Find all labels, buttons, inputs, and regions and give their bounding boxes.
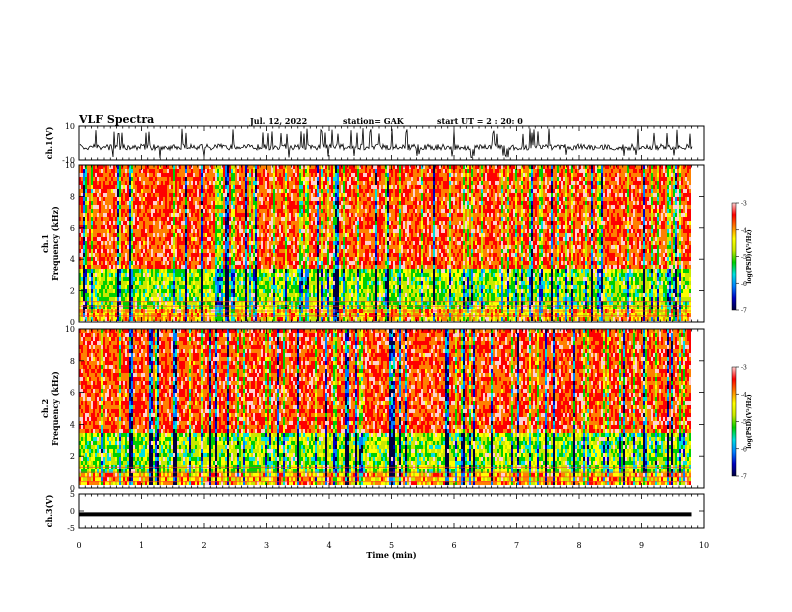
y-tick-label: 6: [70, 389, 75, 398]
panel-frame: [78, 493, 705, 529]
y-axis-label: Frequency (kHz): [50, 206, 60, 281]
y-axis-label: ch.3(V): [44, 494, 54, 527]
x-tick-label: 5: [389, 541, 394, 550]
colorbar-tick-label: -4: [741, 392, 747, 399]
start-time-label: start UT = 2 : 20: 0: [437, 116, 523, 126]
x-tick-label: 8: [576, 541, 581, 550]
colorbar-ch1: -3 -4 -5 -6 -7 log(PSD)(V²/Hz): [731, 201, 753, 315]
y-axis-label: Frequency (kHz): [50, 371, 60, 446]
panel-2-axes: 0 2 4 6 8 10 ch.1 Frequency (kHz): [40, 161, 705, 327]
y-tick-label: 2: [70, 287, 75, 296]
y-tick-label: 6: [70, 224, 75, 233]
y-tick-label: 0: [70, 507, 75, 516]
y-tick-label: 4: [70, 255, 75, 264]
y-tick-label: 8: [70, 192, 75, 201]
panel-3-axes: 0 2 4 6 8 10 ch.2 Frequency (kHz): [40, 325, 705, 493]
colorbar-tick-label: -3: [741, 365, 747, 372]
x-tick-label: 4: [326, 541, 331, 550]
y-tick-label: -10: [62, 156, 75, 165]
ch1-waveform-trace: [79, 128, 693, 159]
x-tick-label: 0: [76, 541, 81, 550]
x-tick-label: 10: [699, 541, 709, 550]
colorbar-tick-label: -6: [741, 281, 747, 288]
y-tick-label: 4: [70, 420, 75, 429]
station-label: station= GAK: [343, 116, 404, 126]
y-axis-label: ch.1: [40, 234, 50, 253]
x-tick-label: 2: [201, 541, 206, 550]
y-tick-label: -5: [67, 524, 75, 533]
x-tick-label: 1: [139, 541, 144, 550]
y-axis-label: ch.2: [40, 399, 50, 418]
colorbar-tick-label: -7: [741, 308, 747, 315]
x-tick-label: 9: [639, 541, 644, 550]
colorbar-scale: [731, 366, 737, 477]
colorbar-tick-label: -6: [741, 446, 747, 453]
colorbar-label: log(PSD)(V²/Hz): [746, 394, 753, 449]
spectrogram-ch2: [79, 329, 691, 485]
x-tick-label: 3: [264, 541, 269, 550]
spectrogram-ch1: [79, 165, 691, 321]
x-tick-label: 7: [514, 541, 519, 550]
x-tick-label: 6: [451, 541, 456, 550]
panel-1-axes: 10 -10 ch.1(V): [44, 122, 705, 165]
colorbar-tick-label: -4: [741, 227, 747, 234]
y-tick-label: 0: [70, 484, 75, 493]
y-tick-label: 10: [65, 325, 75, 334]
colorbar-scale: [731, 202, 737, 311]
colorbar-tick-label: -5: [741, 254, 747, 261]
y-tick-label: 10: [65, 122, 75, 131]
colorbar-tick-label: -3: [741, 201, 747, 208]
y-tick-label: 2: [70, 452, 75, 461]
x-axis-label: Time (min): [366, 550, 416, 560]
y-tick-label: 5: [70, 490, 75, 499]
date-label: Jul. 12, 2022: [250, 116, 307, 126]
y-tick-label: 10: [65, 161, 75, 170]
y-axis-label: ch.1(V): [44, 126, 54, 159]
colorbar-label: log(PSD)(V²/Hz): [746, 229, 753, 284]
colorbar-ch2: -3 -4 -5 -6 -7 log(PSD)(V²/Hz): [731, 365, 753, 481]
y-tick-label: 0: [70, 318, 75, 327]
y-tick-label: 8: [70, 357, 75, 366]
colorbar-tick-label: -5: [741, 419, 747, 426]
figure-title: VLF Spectra: [79, 113, 154, 126]
panel-4-axes: 5 0 -5 ch.3(V): [44, 490, 705, 533]
colorbar-tick-label: -7: [741, 474, 747, 481]
